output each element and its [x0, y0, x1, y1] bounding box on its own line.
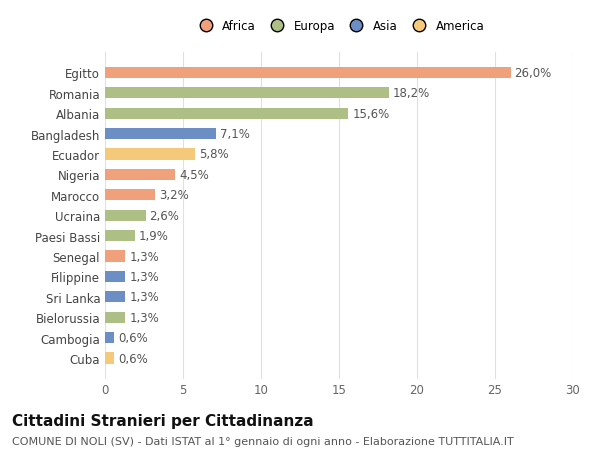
Text: 18,2%: 18,2%	[393, 87, 430, 100]
Text: 26,0%: 26,0%	[515, 67, 552, 80]
Text: COMUNE DI NOLI (SV) - Dati ISTAT al 1° gennaio di ogni anno - Elaborazione TUTTI: COMUNE DI NOLI (SV) - Dati ISTAT al 1° g…	[12, 436, 514, 446]
Legend: Africa, Europa, Asia, America: Africa, Europa, Asia, America	[190, 17, 488, 36]
Bar	[105, 312, 125, 323]
Text: 1,3%: 1,3%	[129, 250, 159, 263]
Text: 1,3%: 1,3%	[129, 270, 159, 283]
Bar	[105, 271, 125, 282]
Text: 0,6%: 0,6%	[118, 331, 148, 344]
Text: 0,6%: 0,6%	[118, 352, 148, 365]
Text: 5,8%: 5,8%	[199, 148, 229, 161]
Text: 1,3%: 1,3%	[129, 311, 159, 324]
Text: 7,1%: 7,1%	[220, 128, 250, 141]
Text: 1,3%: 1,3%	[129, 291, 159, 304]
Bar	[105, 88, 389, 99]
Bar	[105, 230, 134, 242]
Bar	[105, 291, 125, 303]
Text: 15,6%: 15,6%	[352, 107, 389, 120]
Bar	[105, 149, 196, 160]
Text: 4,5%: 4,5%	[179, 168, 209, 181]
Bar	[105, 353, 115, 364]
Text: 3,2%: 3,2%	[159, 189, 188, 202]
Text: Cittadini Stranieri per Cittadinanza: Cittadini Stranieri per Cittadinanza	[12, 413, 314, 428]
Bar	[105, 332, 115, 343]
Text: 2,6%: 2,6%	[149, 209, 179, 222]
Text: 1,9%: 1,9%	[139, 230, 169, 242]
Bar	[105, 108, 349, 119]
Bar	[105, 67, 511, 79]
Bar	[105, 251, 125, 262]
Bar	[105, 190, 155, 201]
Bar	[105, 210, 146, 221]
Bar	[105, 169, 175, 180]
Bar	[105, 129, 216, 140]
